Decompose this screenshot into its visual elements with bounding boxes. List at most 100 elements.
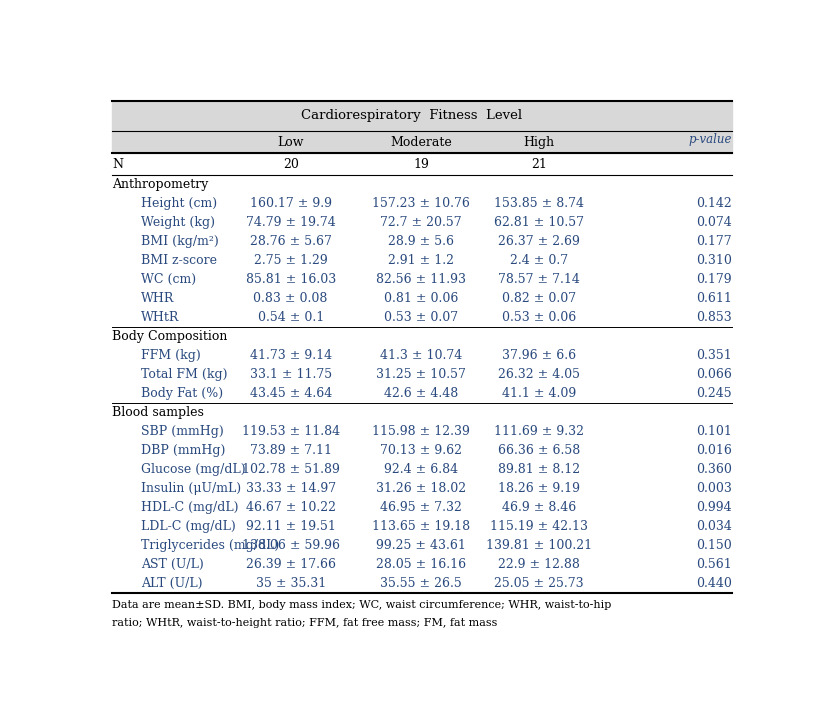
Text: 0.177: 0.177 [696,236,732,249]
Text: AST (U/L): AST (U/L) [141,558,204,571]
Text: Body Fat (%): Body Fat (%) [141,387,223,401]
Text: 26.37 ± 2.69: 26.37 ± 2.69 [498,236,580,249]
Text: Low: Low [278,135,304,148]
Text: Body Composition: Body Composition [113,330,228,343]
Text: LDL-C (mg/dL): LDL-C (mg/dL) [141,521,236,533]
Text: 0.179: 0.179 [696,273,732,286]
Text: Data are mean±SD. BMI, body mass index; WC, waist circumference; WHR, waist-to-h: Data are mean±SD. BMI, body mass index; … [113,601,612,611]
Text: 18.26 ± 9.19: 18.26 ± 9.19 [498,482,580,495]
Text: 21: 21 [531,158,547,171]
Text: 0.561: 0.561 [696,558,732,571]
Text: Total FM (kg): Total FM (kg) [141,369,228,381]
Text: 0.142: 0.142 [696,197,732,210]
Text: WC (cm): WC (cm) [141,273,196,286]
Text: 70.13 ± 9.62: 70.13 ± 9.62 [381,444,462,457]
Text: 92.4 ± 6.84: 92.4 ± 6.84 [384,463,459,476]
Text: 0.034: 0.034 [696,521,732,533]
Text: 22.9 ± 12.88: 22.9 ± 12.88 [498,558,580,571]
Text: 0.994: 0.994 [696,501,732,514]
Text: 26.39 ± 17.66: 26.39 ± 17.66 [246,558,335,571]
Text: Triglycerides (mg/dL): Triglycerides (mg/dL) [141,539,279,553]
Text: N: N [113,158,123,171]
Text: 0.54 ± 0.1: 0.54 ± 0.1 [257,311,324,324]
Text: 119.53 ± 11.84: 119.53 ± 11.84 [242,425,339,438]
Text: 99.25 ± 43.61: 99.25 ± 43.61 [376,539,466,553]
Text: BMI (kg/m²): BMI (kg/m²) [141,236,219,249]
Text: 2.75 ± 1.29: 2.75 ± 1.29 [254,254,327,268]
Text: p-value: p-value [689,133,732,146]
Text: 78.57 ± 7.14: 78.57 ± 7.14 [498,273,580,286]
Text: 41.1 ± 4.09: 41.1 ± 4.09 [502,387,576,401]
Text: 0.53 ± 0.06: 0.53 ± 0.06 [502,311,576,324]
Text: 25.05 ± 25.73: 25.05 ± 25.73 [494,577,584,590]
Text: Weight (kg): Weight (kg) [141,217,215,229]
Text: 46.95 ± 7.32: 46.95 ± 7.32 [381,501,462,514]
Text: 153.85 ± 8.74: 153.85 ± 8.74 [494,197,584,210]
Text: 157.23 ± 10.76: 157.23 ± 10.76 [372,197,470,210]
Text: 0.101: 0.101 [696,425,732,438]
Text: Cardiorespiratory  Fitness  Level: Cardiorespiratory Fitness Level [301,110,522,122]
Text: 0.150: 0.150 [696,539,732,553]
Text: 85.81 ± 16.03: 85.81 ± 16.03 [246,273,336,286]
Text: 41.3 ± 10.74: 41.3 ± 10.74 [380,349,463,362]
Text: 35 ± 35.31: 35 ± 35.31 [256,577,326,590]
Text: 113.65 ± 19.18: 113.65 ± 19.18 [372,521,470,533]
Text: 72.7 ± 20.57: 72.7 ± 20.57 [381,217,462,229]
Text: 0.066: 0.066 [696,369,732,381]
Text: 19: 19 [413,158,429,171]
Text: 74.79 ± 19.74: 74.79 ± 19.74 [246,217,335,229]
Text: Moderate: Moderate [390,135,452,148]
Text: 0.074: 0.074 [696,217,732,229]
Text: FFM (kg): FFM (kg) [141,349,201,362]
Text: 37.96 ± 6.6: 37.96 ± 6.6 [502,349,576,362]
Text: 102.78 ± 51.89: 102.78 ± 51.89 [242,463,339,476]
Text: 20: 20 [283,158,298,171]
Text: 62.81 ± 10.57: 62.81 ± 10.57 [494,217,584,229]
Text: 26.32 ± 4.05: 26.32 ± 4.05 [498,369,580,381]
Text: ratio; WHtR, waist-to-height ratio; FFM, fat free mass; FM, fat mass: ratio; WHtR, waist-to-height ratio; FFM,… [113,618,497,628]
Text: 28.76 ± 5.67: 28.76 ± 5.67 [250,236,331,249]
Text: 46.67 ± 10.22: 46.67 ± 10.22 [246,501,335,514]
Text: Blood samples: Blood samples [113,406,204,419]
Text: Anthropometry: Anthropometry [113,178,209,191]
Text: Insulin (μU/mL): Insulin (μU/mL) [141,482,241,495]
Text: 0.53 ± 0.07: 0.53 ± 0.07 [384,311,459,324]
Text: 46.9 ± 8.46: 46.9 ± 8.46 [502,501,576,514]
Text: 41.73 ± 9.14: 41.73 ± 9.14 [250,349,332,362]
Text: 28.05 ± 16.16: 28.05 ± 16.16 [376,558,466,571]
Text: 0.82 ± 0.07: 0.82 ± 0.07 [502,292,576,305]
Text: 0.310: 0.310 [696,254,732,268]
Text: High: High [524,135,555,148]
Text: 28.9 ± 5.6: 28.9 ± 5.6 [388,236,455,249]
Text: HDL-C (mg/dL): HDL-C (mg/dL) [141,501,238,514]
Text: 2.91 ± 1.2: 2.91 ± 1.2 [388,254,455,268]
Text: 0.360: 0.360 [696,463,732,476]
Text: DBP (mmHg): DBP (mmHg) [141,444,225,457]
Text: WHtR: WHtR [141,311,179,324]
Text: 66.36 ± 6.58: 66.36 ± 6.58 [498,444,580,457]
Text: 160.17 ± 9.9: 160.17 ± 9.9 [250,197,332,210]
Text: 115.19 ± 42.13: 115.19 ± 42.13 [490,521,588,533]
Text: 33.33 ± 14.97: 33.33 ± 14.97 [246,482,335,495]
Text: BMI z-score: BMI z-score [141,254,217,268]
Text: 115.98 ± 12.39: 115.98 ± 12.39 [372,425,470,438]
Text: 0.003: 0.003 [696,482,732,495]
Text: 33.1 ± 11.75: 33.1 ± 11.75 [250,369,332,381]
Text: 138.06 ± 59.96: 138.06 ± 59.96 [242,539,339,553]
Text: 82.56 ± 11.93: 82.56 ± 11.93 [376,273,466,286]
Text: 0.81 ± 0.06: 0.81 ± 0.06 [384,292,459,305]
Text: 0.440: 0.440 [696,577,732,590]
Text: ALT (U/L): ALT (U/L) [141,577,202,590]
Text: 0.83 ± 0.08: 0.83 ± 0.08 [253,292,328,305]
Text: 92.11 ± 19.51: 92.11 ± 19.51 [246,521,335,533]
Text: WHR: WHR [141,292,174,305]
Text: 0.245: 0.245 [696,387,732,401]
Text: 111.69 ± 9.32: 111.69 ± 9.32 [494,425,584,438]
Text: 31.26 ± 18.02: 31.26 ± 18.02 [376,482,466,495]
Text: 31.25 ± 10.57: 31.25 ± 10.57 [376,369,466,381]
Text: 42.6 ± 4.48: 42.6 ± 4.48 [384,387,459,401]
Text: 0.016: 0.016 [696,444,732,457]
Text: Height (cm): Height (cm) [141,197,217,210]
Text: 2.4 ± 0.7: 2.4 ± 0.7 [510,254,568,268]
Text: 89.81 ± 8.12: 89.81 ± 8.12 [498,463,580,476]
